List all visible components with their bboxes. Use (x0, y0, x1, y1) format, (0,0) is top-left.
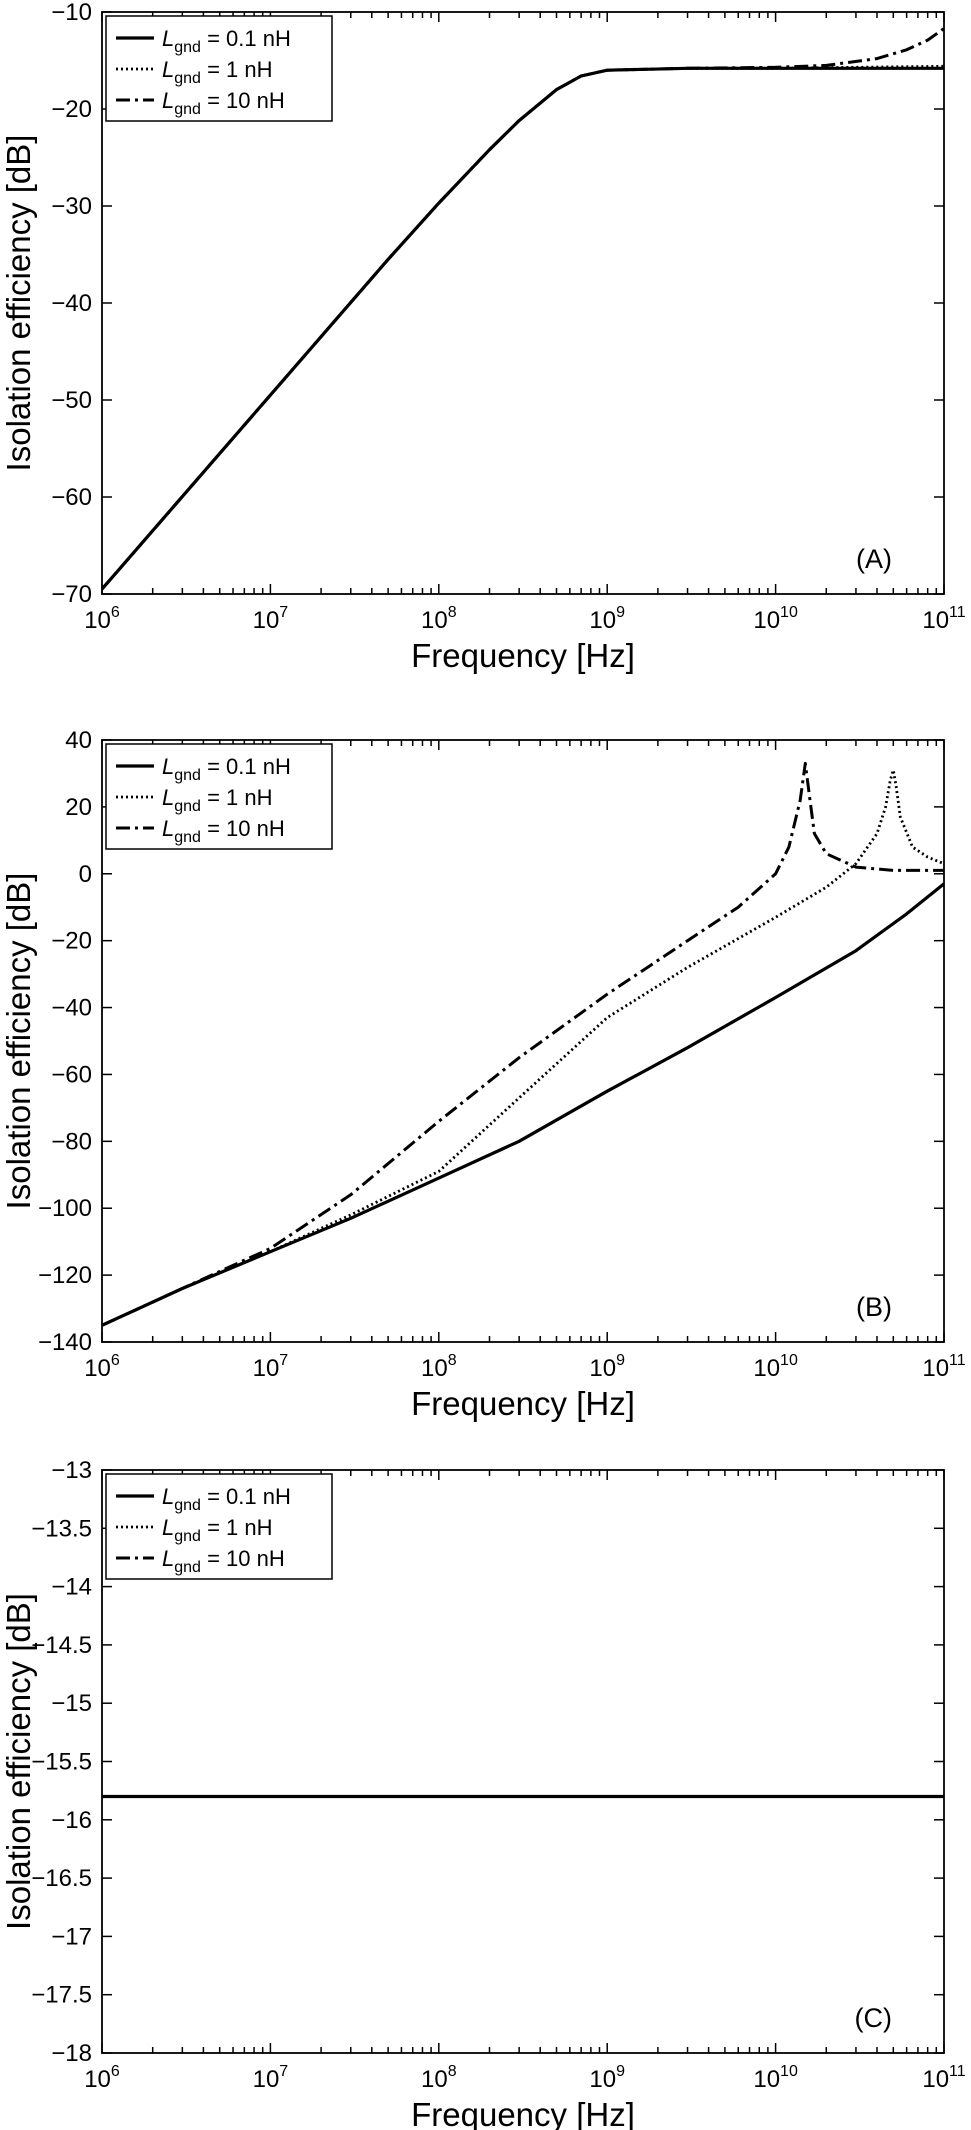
x-tick-label: 1011 (922, 604, 965, 634)
x-tick-label: 109 (589, 1352, 625, 1382)
y-tick-label: 0 (79, 861, 92, 888)
y-tick-label: −60 (51, 484, 92, 511)
y-tick-label: −120 (38, 1262, 92, 1289)
y-axis-title: Isolation efficiency [dB] (0, 135, 37, 472)
y-tick-label: −70 (51, 581, 92, 608)
x-tick-label: 108 (421, 604, 457, 634)
x-tick-label: 107 (253, 2063, 289, 2093)
y-tick-label: −40 (51, 995, 92, 1022)
x-tick-label: 107 (253, 1352, 289, 1382)
y-axis-title: Isolation efficiency [dB] (0, 1593, 37, 1930)
axes-frame (101, 1469, 945, 2054)
x-tick-label: 109 (589, 604, 625, 634)
legend-entry: Lgnd = 0.1 nH (162, 26, 291, 56)
panel-label: (C) (855, 2003, 892, 2033)
x-tick-label: 106 (84, 604, 120, 634)
x-tick-label: 107 (253, 604, 289, 634)
legend-entry: Lgnd = 1 nH (162, 57, 273, 87)
y-tick-label: −10 (51, 0, 92, 26)
x-tick-label: 108 (421, 2063, 457, 2093)
y-tick-label: −13 (51, 1457, 92, 1484)
y-tick-label: −60 (51, 1061, 92, 1088)
x-tick-label: 106 (84, 2063, 120, 2093)
y-tick-label: −14 (51, 1574, 92, 1601)
legend-entry: Lgnd = 10 nH (162, 1546, 285, 1576)
legend-box (105, 15, 333, 122)
legend-box (105, 743, 333, 850)
y-tick-label: −20 (51, 96, 92, 123)
legend-entry: Lgnd = 0.1 nH (162, 754, 291, 784)
x-tick-label: 1011 (922, 2063, 965, 2093)
legend-entry: Lgnd = 0.1 nH (162, 1484, 291, 1514)
x-tick-label: 1011 (922, 1352, 965, 1382)
y-tick-label: −80 (51, 1128, 92, 1155)
chart-panel-c: 106 107 108 109 1010 1011 −18 −17.5 −17 −16.5 −16 −… (0, 1457, 966, 2130)
y-tick-label: −50 (51, 387, 92, 414)
y-tick-label: −17 (51, 1923, 92, 1950)
legend-entry: Lgnd = 10 nH (162, 88, 285, 118)
y-tick-label: −100 (38, 1195, 92, 1222)
axes-frame (101, 739, 945, 1343)
y-tick-label: 20 (65, 794, 92, 821)
y-tick-label: −40 (51, 290, 92, 317)
legend-entry: Lgnd = 10 nH (162, 816, 285, 846)
chart-panel-a: 106 107 108 109 1010 1011 −70 −60 −50 −40 −30 −20 −1… (0, 0, 966, 674)
x-axis-title: Frequency [Hz] (411, 637, 635, 674)
legend-entry: Lgnd = 1 nH (162, 785, 273, 815)
x-tick-label: 108 (421, 1352, 457, 1382)
legend-entry: Lgnd = 1 nH (162, 1515, 273, 1545)
y-axis-title: Isolation efficiency [dB] (0, 873, 37, 1210)
y-tick-label: −15.5 (31, 1749, 92, 1776)
series-line-b-2 (102, 768, 944, 1327)
y-tick-label: 40 (65, 727, 92, 754)
x-axis-title: Frequency [Hz] (411, 1385, 635, 1422)
y-tick-label: −14.5 (31, 1632, 92, 1659)
y-tick-label: −16.5 (31, 1865, 92, 1892)
legend-box (105, 1473, 333, 1580)
y-tick-label: −140 (38, 1329, 92, 1356)
series-line-b-1 (102, 882, 944, 1327)
series-line-b-3 (102, 761, 944, 1327)
x-tick-label: 1010 (753, 2063, 798, 2093)
panel-label: (A) (856, 544, 892, 574)
x-axis-title: Frequency [Hz] (411, 2096, 635, 2130)
x-tick-label: 1010 (753, 604, 798, 634)
x-tick-label: 109 (589, 2063, 625, 2093)
x-tick-label: 106 (84, 1352, 120, 1382)
y-tick-label: −17.5 (31, 1982, 92, 2009)
axes-frame (101, 11, 945, 595)
y-tick-label: −30 (51, 193, 92, 220)
panel-label: (B) (856, 1292, 892, 1322)
x-tick-label: 1010 (753, 1352, 798, 1382)
y-tick-label: −18 (51, 2040, 92, 2067)
y-tick-label: −13.5 (31, 1515, 92, 1542)
y-tick-label: −15 (51, 1690, 92, 1717)
chart-panel-b: 106 107 108 109 1010 1011 −140 −120 −100 −80 −60 −4… (0, 727, 966, 1422)
y-tick-label: −16 (51, 1807, 92, 1834)
y-tick-label: −20 (51, 928, 92, 955)
